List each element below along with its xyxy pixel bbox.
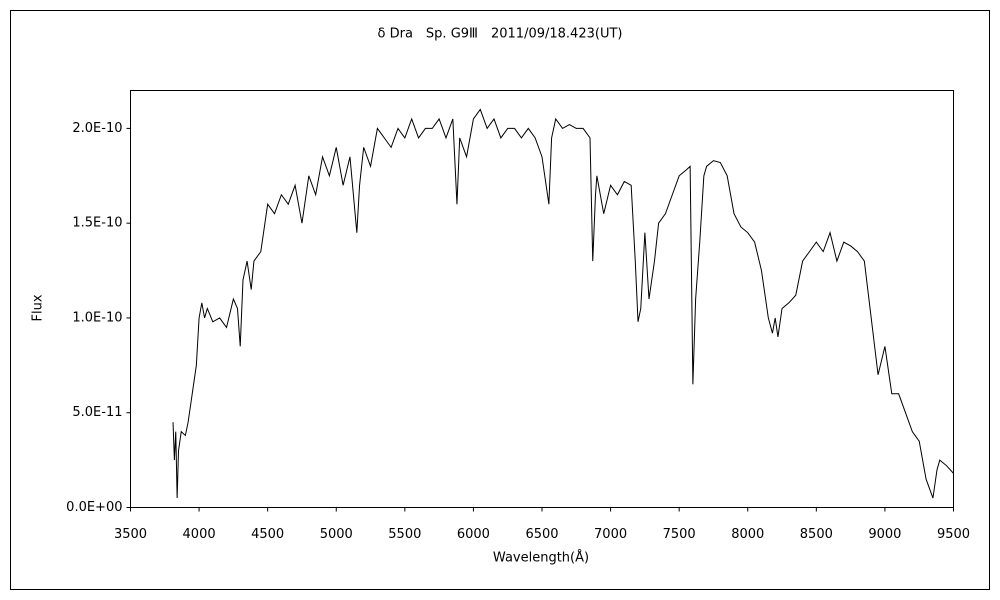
y-tick-label: 1.5E-10 bbox=[72, 216, 122, 231]
x-tick-label: 8000 bbox=[731, 527, 764, 542]
x-tick-label: 4000 bbox=[183, 527, 216, 542]
spectrum-line bbox=[172, 108, 954, 499]
x-tick-label: 6000 bbox=[457, 527, 490, 542]
x-tick-label: 3500 bbox=[114, 527, 147, 542]
x-tick-label: 7500 bbox=[663, 527, 696, 542]
y-tick-label: 0.0E+00 bbox=[66, 500, 122, 515]
x-tick-label: 9500 bbox=[937, 527, 970, 542]
x-tick-label: 5500 bbox=[388, 527, 421, 542]
y-tick-label: 1.0E-10 bbox=[72, 310, 122, 325]
chart-border bbox=[10, 10, 990, 590]
plot-frame bbox=[130, 90, 954, 508]
x-tick-label: 8500 bbox=[800, 527, 833, 542]
x-tick-label: 9000 bbox=[868, 527, 901, 542]
x-tick-label: 6500 bbox=[525, 527, 558, 542]
y-axis-label: Flux bbox=[31, 294, 46, 321]
y-tick-label: 2.0E-10 bbox=[72, 121, 122, 136]
y-tick-label: 5.0E-11 bbox=[72, 405, 122, 420]
x-tick-label: 4500 bbox=[251, 527, 284, 542]
chart-title: δ Dra Sp. G9Ⅲ 2011/09/18.423(UT) bbox=[378, 27, 623, 42]
x-tick-label: 7000 bbox=[594, 527, 627, 542]
x-axis-label: Wavelength(Å) bbox=[493, 550, 589, 566]
x-tick-label: 5000 bbox=[320, 527, 353, 542]
